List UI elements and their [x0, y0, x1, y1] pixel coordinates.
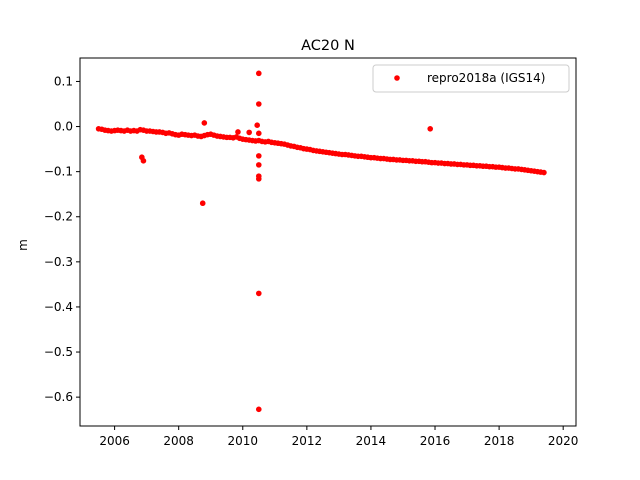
data-point	[541, 169, 547, 176]
data-point	[201, 120, 208, 126]
legend-marker	[394, 75, 400, 81]
plot-area-frame	[79, 57, 577, 427]
x-tick-label: 2006	[99, 434, 130, 448]
data-point	[246, 129, 252, 136]
y-tick-label: −0.4	[44, 300, 73, 314]
data-point	[427, 126, 434, 132]
data-point	[140, 158, 147, 164]
x-tick-label: 2012	[292, 434, 323, 448]
legend-box	[372, 64, 570, 93]
y-tick-label: −0.6	[44, 390, 73, 404]
y-tick-label: −0.1	[44, 165, 73, 179]
x-tick-label: 2018	[484, 434, 515, 448]
x-tick-label: 2008	[163, 434, 194, 448]
data-points	[95, 70, 547, 413]
data-point	[255, 162, 262, 168]
y-tick-label: 0.0	[54, 120, 73, 134]
data-point	[255, 130, 262, 137]
x-tick-label: 2016	[420, 434, 451, 448]
x-tick-label: 2020	[548, 434, 579, 448]
legend: repro2018a (IGS14)	[372, 64, 570, 93]
y-axis-ticks: 0.1 0.0 −0.1 −0.2 −0.3 −0.4 −0.5 −0.6	[44, 74, 80, 404]
data-point	[255, 101, 262, 107]
data-point	[255, 176, 262, 182]
y-tick-label: −0.2	[44, 210, 73, 224]
x-axis-ticks: 2006 2008 2010 2012 2014 2016 2018 2020	[99, 426, 578, 448]
x-tick-label: 2014	[356, 434, 387, 448]
data-point	[255, 406, 262, 413]
chart-title: AC20 N	[301, 38, 355, 54]
x-tick-label: 2010	[227, 434, 258, 448]
y-axis-label: m	[16, 239, 30, 251]
data-point	[199, 200, 206, 207]
y-tick-label: −0.3	[44, 255, 73, 269]
data-point	[254, 122, 260, 128]
data-point	[255, 70, 262, 77]
legend-label: repro2018a (IGS14)	[427, 71, 545, 85]
y-tick-label: 0.1	[54, 74, 73, 88]
data-point	[255, 153, 262, 159]
y-tick-label: −0.5	[44, 345, 73, 359]
data-point	[255, 290, 262, 297]
data-point	[235, 129, 241, 135]
